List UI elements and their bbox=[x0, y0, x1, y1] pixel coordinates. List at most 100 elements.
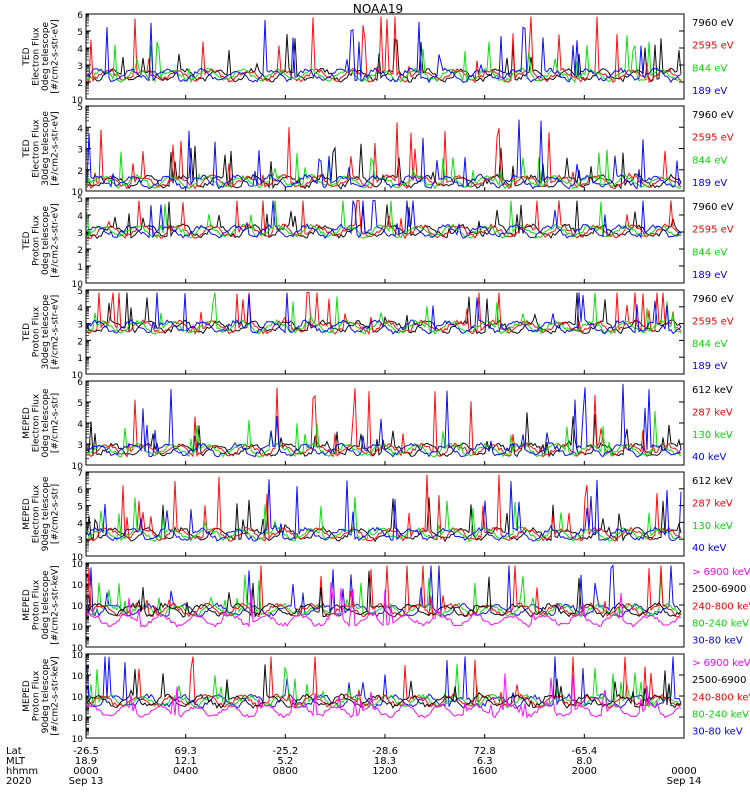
y-tick-label: 10 bbox=[72, 644, 84, 654]
flux-traces bbox=[86, 292, 682, 336]
x-tick-label: 18.3 bbox=[374, 756, 396, 767]
flux-traces bbox=[86, 656, 682, 719]
flux-trace bbox=[86, 656, 682, 709]
y-axis-label-line: [#/cm2-s-str] bbox=[50, 484, 60, 544]
legend-entry: 7960 eV bbox=[692, 202, 734, 213]
y-axis-label: TED Electron Flux 0deg telescope [#/cm2-s-s… bbox=[22, 19, 61, 94]
y-tick-label: 1 bbox=[77, 263, 83, 273]
y-tick-label: 2 bbox=[77, 246, 83, 256]
y-tick-label: 10 bbox=[72, 651, 84, 661]
legend-entry: 2595 eV bbox=[692, 41, 734, 52]
flux-trace bbox=[86, 664, 682, 709]
legend-entry: 612 keV bbox=[692, 476, 733, 487]
flux-trace bbox=[86, 34, 682, 83]
legend-entry: 80-240 keV bbox=[692, 618, 749, 629]
y-axis-label-line: [#/cm2-s-str-eV] bbox=[50, 295, 60, 370]
flux-trace bbox=[86, 35, 682, 84]
flux-trace bbox=[86, 496, 682, 543]
y-axis-label-line: [#/cm2-s-str-eV] bbox=[50, 19, 60, 94]
y-axis-label-line: TED bbox=[22, 323, 32, 342]
y-axis-label-line: [#/cm2-s-str] bbox=[50, 393, 60, 453]
x-tick-label: 0000 bbox=[671, 766, 696, 777]
x-axis-row-label: 2020 bbox=[6, 776, 31, 787]
y-axis-label-line: 30deg telescope bbox=[41, 111, 51, 186]
y-tick-label: 10 bbox=[72, 96, 84, 106]
y-tick-label: 10 bbox=[72, 280, 84, 290]
y-tick-label: 5 bbox=[77, 399, 83, 409]
y-axis-label-line: 90deg telescope bbox=[41, 476, 51, 551]
flux-traces bbox=[86, 200, 682, 240]
flux-trace bbox=[86, 292, 682, 335]
legend-entry: 189 eV bbox=[692, 270, 727, 281]
x-tick-label: 69.3 bbox=[175, 746, 197, 757]
flux-trace bbox=[86, 479, 682, 542]
x-tick-label: -26.5 bbox=[73, 746, 99, 757]
flux-trace bbox=[86, 673, 682, 719]
y-axis-label: MEPED Proton Flux 0deg telescope [#/cm2-s-s… bbox=[22, 565, 61, 644]
y-tick-label: 2 bbox=[77, 337, 83, 347]
legend-entry: 7960 eV bbox=[692, 294, 734, 305]
flux-trace bbox=[86, 497, 682, 543]
panel-8: 10 10 10 10 10 MEPED Proton Flux 90deg telescop… bbox=[22, 651, 750, 745]
y-axis-label-line: [#/cm2-s-str-eV] bbox=[50, 111, 60, 186]
flux-traces bbox=[86, 474, 682, 543]
y-tick-label: 3 bbox=[77, 536, 83, 546]
x-tick-label: 12.1 bbox=[175, 756, 197, 767]
y-tick-label: 2 bbox=[77, 167, 83, 177]
y-tick-label: 5 bbox=[77, 287, 83, 297]
x-tick-label: 72.8 bbox=[474, 746, 496, 757]
flux-traces bbox=[86, 564, 682, 628]
y-axis-label-line: TED bbox=[22, 47, 32, 66]
legend-entry: 40 keV bbox=[692, 543, 726, 554]
flux-traces bbox=[86, 119, 682, 190]
legend-entry: 130 keV bbox=[692, 521, 733, 532]
x-tick-label: 1600 bbox=[472, 766, 497, 777]
y-axis-label: TED Proton Flux 30deg telescope [#/cm2-s-st… bbox=[22, 294, 61, 369]
x-axis-row-label: MLT bbox=[6, 756, 26, 767]
legend-entry: 189 eV bbox=[692, 178, 727, 189]
y-axis-label-line: 0deg telescope bbox=[41, 22, 51, 92]
y-tick-label: 10 bbox=[72, 672, 84, 682]
x-tick-label: -65.4 bbox=[571, 746, 597, 757]
x-tick-label: 2000 bbox=[572, 766, 597, 777]
y-tick-label: 4 bbox=[77, 519, 83, 529]
flux-trace bbox=[86, 664, 682, 709]
flux-traces bbox=[86, 16, 682, 84]
y-tick-label: 10 bbox=[72, 623, 84, 633]
x-tick-label: Sep 13 bbox=[69, 776, 104, 787]
y-tick-label: 4 bbox=[77, 45, 83, 55]
flux-traces bbox=[86, 383, 682, 458]
y-axis-label-line: MEPED bbox=[22, 589, 32, 621]
y-axis-label-line: Proton Flux bbox=[31, 670, 41, 721]
y-axis-label-line: TED bbox=[22, 139, 32, 158]
y-axis-label-line: Electron Flux bbox=[31, 484, 41, 543]
legend-entry: 40 keV bbox=[692, 452, 726, 463]
legend-entry: 612 keV bbox=[692, 385, 733, 396]
legend-entry: 844 eV bbox=[692, 247, 727, 258]
legend-entry: 287 keV bbox=[692, 498, 733, 509]
x-tick-label: Sep 14 bbox=[667, 776, 702, 787]
y-axis-label-line: 90deg telescope bbox=[41, 658, 51, 733]
legend-entry: 2500-6900 bbox=[692, 584, 747, 595]
panel-2: 10 2 3 4 5 TED Electron Flux 30deg telescope [#/… bbox=[22, 103, 734, 198]
x-axis-row-label: Lat bbox=[6, 746, 22, 757]
flux-trace bbox=[86, 387, 682, 458]
legend-entry: 844 eV bbox=[692, 155, 727, 166]
y-tick-label: 3 bbox=[77, 321, 83, 331]
panel-5: 10 3 4 5 6 MEPED Electron Flux 0deg telescope [#… bbox=[22, 378, 733, 472]
legend-entry: 2595 eV bbox=[692, 133, 734, 144]
y-tick-label: 10 bbox=[72, 714, 84, 724]
y-axis-label-line: [#/cm2-s-str-keV] bbox=[50, 565, 60, 644]
legend-entry: > 6900 keV bbox=[692, 658, 750, 669]
legend-entry: 844 eV bbox=[692, 339, 727, 350]
y-tick-label: 7 bbox=[77, 469, 83, 479]
flux-trace bbox=[86, 200, 682, 239]
flux-trace bbox=[86, 292, 682, 335]
y-axis-label-line: TED bbox=[22, 231, 32, 250]
y-tick-label: 6 bbox=[77, 11, 83, 21]
flux-trace bbox=[86, 200, 682, 240]
panel-4: 10 1 2 3 4 5 TED Proton Flux 30deg telescope [#/c… bbox=[22, 287, 734, 381]
x-tick-label: 0000 bbox=[73, 766, 98, 777]
